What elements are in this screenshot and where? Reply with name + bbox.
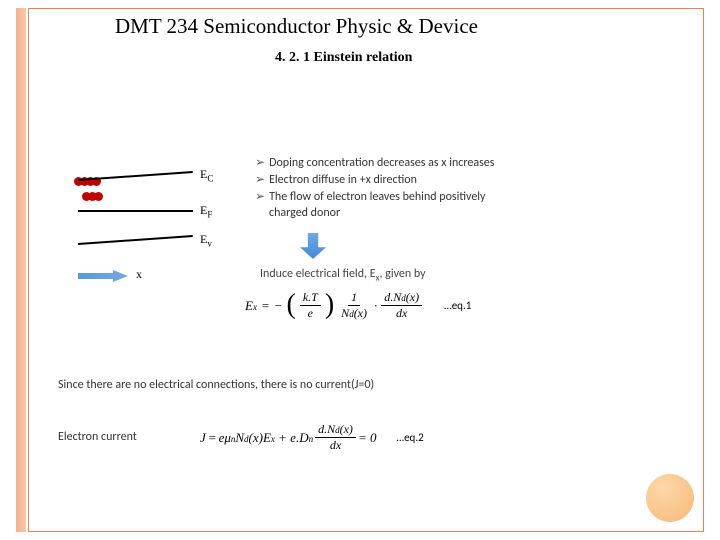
bullet-2: Electron diffuse in +x direction: [255, 172, 494, 189]
ev-band-line: [78, 235, 193, 245]
ev-label: Ev: [200, 232, 212, 248]
ef-band-line: [78, 210, 193, 212]
equation-2: J = eμnNd(x)Ex + e.Dn d.Nd(x)dx = 0 …eq.…: [200, 422, 424, 453]
ec-label: EC: [200, 167, 213, 183]
left-accent-stripe: [16, 8, 26, 532]
bullet-1: Doping concentration decreases as x incr…: [255, 155, 494, 172]
page-title: DMT 234 Semiconductor Physic & Device: [115, 14, 478, 39]
page-subtitle: 4. 2. 1 Einstein relation: [275, 50, 412, 66]
x-axis-arrow: [78, 270, 128, 282]
electron-current-label: Electron current: [58, 430, 137, 444]
bullet-3b: charged donor: [255, 205, 494, 222]
bullet-3: The flow of electron leaves behind posit…: [255, 189, 494, 206]
induce-field-text: Induce electrical field, Ex, given by: [260, 267, 426, 283]
eq2-label: …eq.2: [396, 431, 423, 444]
ef-label: EF: [200, 203, 212, 219]
eq1-label: …eq.1: [444, 299, 471, 312]
band-diagram: EC EF Ev x: [68, 155, 218, 295]
x-axis-label: x: [136, 267, 142, 282]
corner-circle-decoration: [646, 474, 694, 522]
since-no-current-text: Since there are no electrical connection…: [58, 378, 374, 392]
bullet-list: Doping concentration decreases as x incr…: [255, 155, 494, 222]
equation-1: Ex = − ( k.Te ) 1Nd(x) · d.Nd(x)dx …eq.1: [245, 290, 471, 321]
